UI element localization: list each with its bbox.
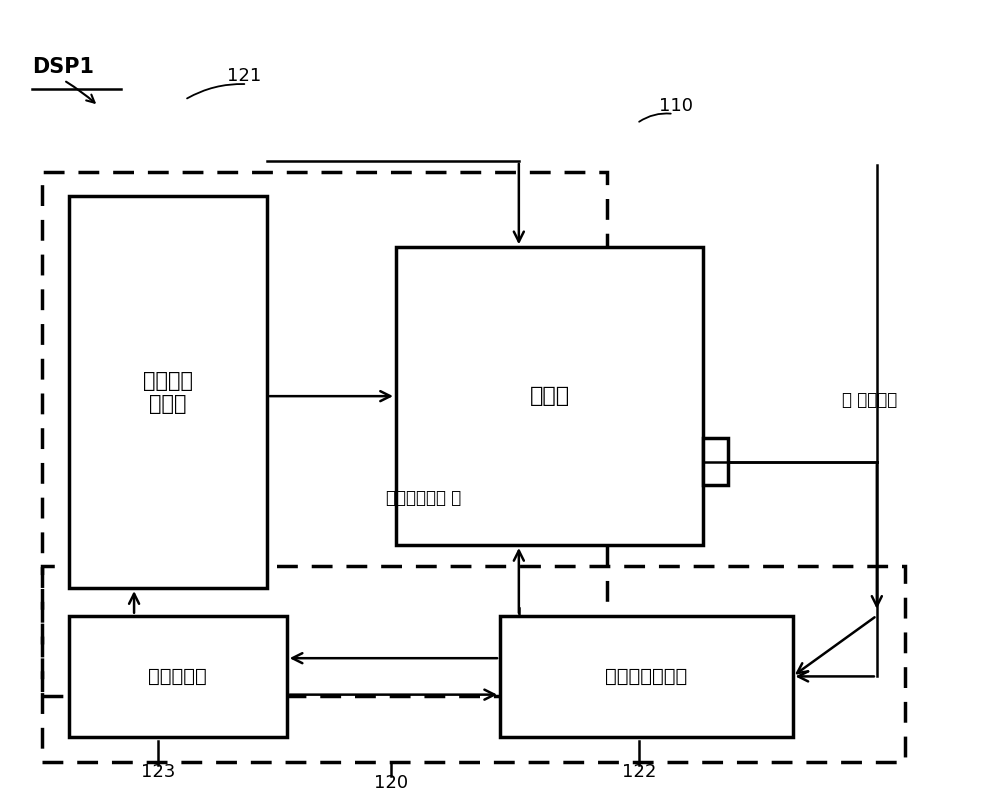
Bar [42, 566, 905, 762]
Text: 显示部: 显示部 [530, 387, 570, 406]
Bar [69, 615, 287, 737]
Text: 120: 120 [374, 774, 408, 791]
Bar [69, 196, 267, 588]
Text: 123: 123 [141, 764, 175, 781]
Text: 影像信号
控制部: 影像信号 控制部 [143, 371, 193, 414]
Text: 122: 122 [622, 764, 656, 781]
Text: 触摸传感控制部: 触摸传感控制部 [605, 667, 687, 686]
Text: 系统控制部: 系统控制部 [148, 667, 207, 686]
Text: 触摸驱动信号 ～: 触摸驱动信号 ～ [386, 489, 461, 507]
Bar [396, 247, 703, 545]
Bar [500, 615, 793, 737]
Text: DSP1: DSP1 [32, 57, 94, 77]
Bar [703, 438, 728, 485]
Text: 121: 121 [227, 67, 262, 85]
Bar [42, 172, 607, 696]
Text: 110: 110 [659, 97, 693, 115]
Text: ～ 检测信号: ～ 检测信号 [842, 391, 897, 409]
